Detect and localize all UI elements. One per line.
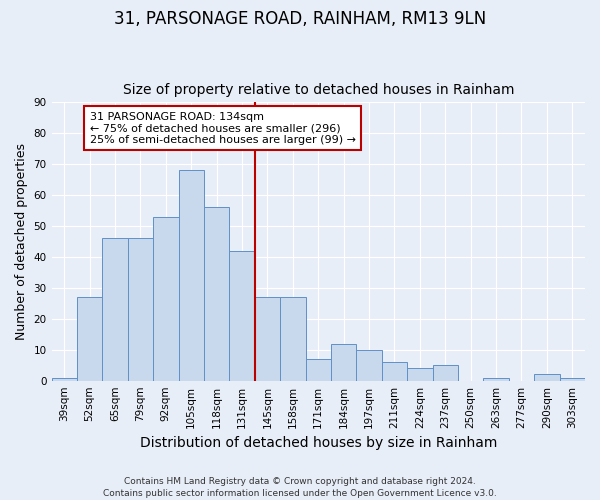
Bar xyxy=(229,251,255,380)
Bar xyxy=(179,170,204,380)
X-axis label: Distribution of detached houses by size in Rainham: Distribution of detached houses by size … xyxy=(140,436,497,450)
Bar xyxy=(433,365,458,380)
Bar xyxy=(484,378,509,380)
Bar xyxy=(128,238,153,380)
Bar xyxy=(280,297,305,380)
Title: Size of property relative to detached houses in Rainham: Size of property relative to detached ho… xyxy=(122,83,514,97)
Bar xyxy=(407,368,433,380)
Bar xyxy=(560,378,585,380)
Text: 31, PARSONAGE ROAD, RAINHAM, RM13 9LN: 31, PARSONAGE ROAD, RAINHAM, RM13 9LN xyxy=(114,10,486,28)
Bar xyxy=(153,217,179,380)
Bar xyxy=(52,378,77,380)
Bar xyxy=(255,297,280,380)
Bar xyxy=(305,359,331,380)
Text: 31 PARSONAGE ROAD: 134sqm
← 75% of detached houses are smaller (296)
25% of semi: 31 PARSONAGE ROAD: 134sqm ← 75% of detac… xyxy=(89,112,356,145)
Text: Contains HM Land Registry data © Crown copyright and database right 2024.
Contai: Contains HM Land Registry data © Crown c… xyxy=(103,476,497,498)
Bar xyxy=(204,208,229,380)
Bar xyxy=(103,238,128,380)
Bar xyxy=(534,374,560,380)
Bar xyxy=(382,362,407,380)
Y-axis label: Number of detached properties: Number of detached properties xyxy=(15,143,28,340)
Bar xyxy=(77,297,103,380)
Bar xyxy=(331,344,356,380)
Bar xyxy=(356,350,382,380)
